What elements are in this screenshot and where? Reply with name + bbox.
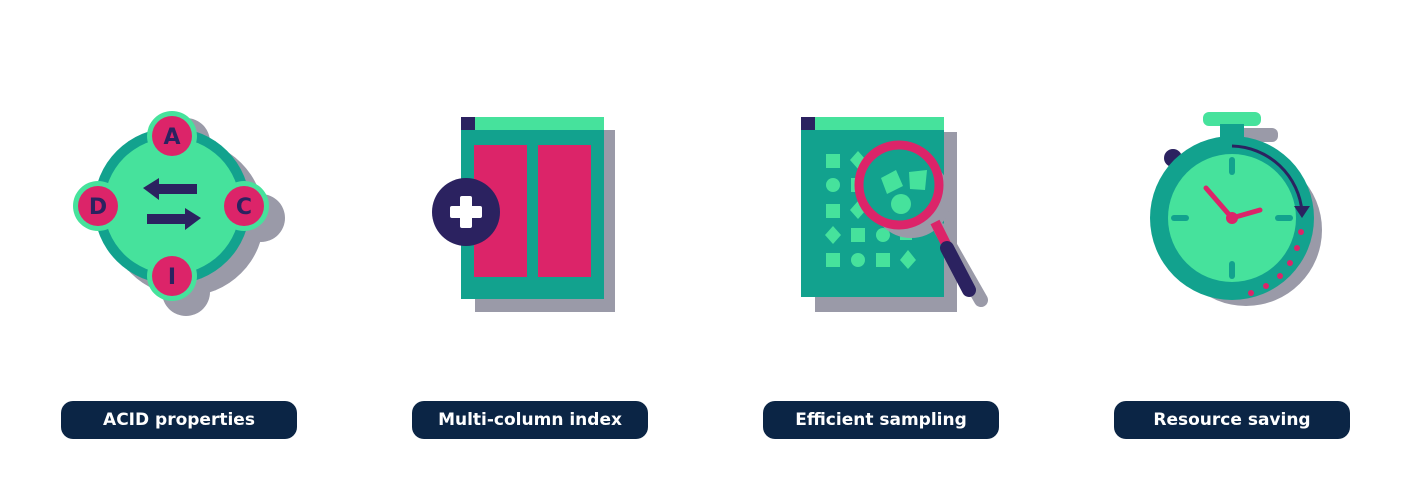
acid-letter-c: C [236, 195, 252, 220]
acid-letter-d: D [89, 195, 107, 220]
feature-label-acid: ACID properties [61, 401, 297, 439]
magnifier-sampling-icon [763, 100, 1003, 330]
feature-label-multi-column-index: Multi-column index [412, 401, 648, 439]
feature-multi-column-index: Multi-column index [412, 0, 652, 504]
feature-label-efficient-sampling: Efficient sampling [763, 401, 999, 439]
acid-diagram-icon: A C I D [61, 100, 301, 330]
feature-resource-saving: Resource saving [1114, 0, 1354, 504]
acid-letter-a: A [163, 125, 180, 150]
feature-acid: A C I D ACID properties [61, 0, 301, 504]
feature-label-resource-saving: Resource saving [1114, 401, 1350, 439]
acid-letter-i: I [168, 265, 176, 290]
feature-efficient-sampling: Efficient sampling [763, 0, 1003, 504]
stopwatch-icon [1114, 100, 1354, 330]
multi-column-index-icon [412, 100, 652, 330]
